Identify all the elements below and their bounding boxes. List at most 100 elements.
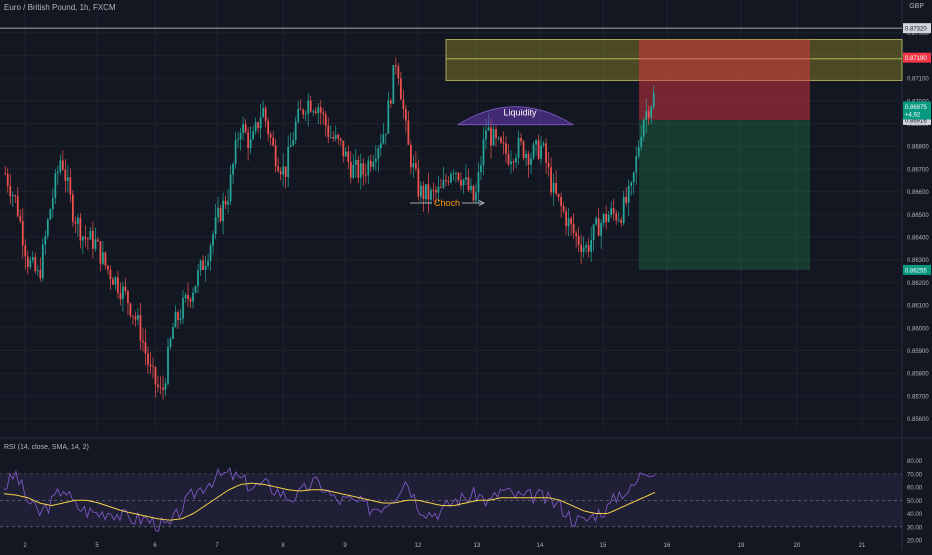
candle-body	[334, 134, 337, 139]
candle-body	[217, 207, 219, 217]
candle-body	[384, 133, 387, 135]
candle-body	[475, 192, 477, 201]
candle-body	[31, 257, 34, 261]
candle-body	[560, 196, 562, 207]
candle-body	[329, 137, 332, 138]
candle-body	[577, 236, 580, 245]
x-tick-label: 7	[215, 543, 219, 549]
candle-body	[164, 383, 167, 390]
candle-body	[555, 182, 557, 194]
candle-body	[612, 208, 615, 214]
candle-body	[520, 137, 522, 142]
candle-body	[630, 182, 633, 186]
candle-body	[207, 260, 209, 266]
candle-body	[169, 338, 172, 347]
candle-body	[89, 230, 92, 240]
candle-body	[404, 109, 407, 121]
candle-body	[157, 384, 159, 387]
candle-body	[337, 134, 340, 139]
candle-body	[402, 99, 405, 110]
candle-body	[372, 161, 375, 167]
candle-body	[607, 214, 610, 222]
x-tick-label: 15	[600, 543, 607, 549]
stop-price-tag: 0.87190	[905, 56, 927, 62]
candle-body	[122, 286, 124, 300]
candle-body	[447, 181, 450, 183]
candle-body	[197, 270, 199, 286]
rsi-sma-line	[3, 482, 656, 521]
candle-body	[540, 145, 542, 159]
candle-body	[29, 260, 32, 268]
candle-body	[545, 143, 547, 163]
candle-body	[600, 222, 603, 236]
candle-body	[167, 346, 169, 384]
current-change-tag: +4.92	[905, 112, 921, 118]
x-tick-label: 21	[859, 543, 866, 549]
candle-body	[132, 315, 134, 317]
candle-body	[552, 182, 555, 193]
candle-body	[362, 163, 365, 175]
candle-body	[409, 144, 412, 168]
candle-body	[542, 143, 545, 146]
candle-body	[247, 132, 250, 149]
candle-body	[585, 245, 588, 248]
candle-body	[482, 139, 485, 166]
entry-price-tag: 0.86916	[905, 118, 927, 124]
candle-body	[562, 206, 565, 212]
candle-body	[532, 144, 535, 159]
candle-body	[505, 143, 507, 155]
candle-body	[420, 185, 422, 197]
candle-body	[159, 386, 162, 388]
candle-body	[500, 137, 502, 143]
candle-body	[550, 167, 552, 193]
candle-body	[440, 187, 442, 188]
candle-body	[620, 219, 623, 224]
candle-body	[39, 270, 42, 279]
candle-body	[177, 312, 179, 321]
candle-body	[307, 100, 310, 114]
candle-body	[387, 100, 390, 134]
candle-body	[274, 145, 277, 167]
candle-body	[41, 244, 44, 279]
candle-body	[279, 171, 282, 175]
candle-body	[455, 172, 457, 174]
candle-body	[69, 177, 72, 195]
candle-body	[319, 107, 322, 113]
candle-body	[575, 233, 578, 237]
candle-body	[537, 140, 540, 159]
target-zone	[639, 119, 810, 270]
candle-body	[502, 142, 505, 144]
candle-body	[472, 185, 475, 201]
y-tick-label: 0.87300	[907, 31, 929, 37]
candle-body	[257, 122, 260, 129]
candle-body	[259, 117, 262, 129]
y-tick-label: 0.86700	[907, 167, 929, 173]
candle-body	[437, 187, 440, 193]
candle-body	[289, 145, 292, 147]
candle-body	[397, 66, 400, 79]
candle-body	[9, 185, 12, 197]
candle-body	[322, 112, 325, 115]
candle-body	[189, 299, 192, 302]
candle-body	[640, 136, 643, 148]
candle-body	[232, 163, 234, 175]
candle-body	[525, 153, 527, 158]
candle-body	[314, 111, 317, 114]
candle-body	[34, 257, 37, 272]
rsi-y-tick-label: 30.00	[907, 525, 923, 531]
candle-body	[490, 127, 492, 146]
candle-body	[412, 163, 415, 168]
candle-body	[102, 252, 104, 264]
candle-body	[342, 140, 345, 157]
x-tick-label: 2	[23, 543, 27, 549]
candle-body	[344, 151, 347, 157]
candle-body	[182, 298, 184, 319]
y-tick-label: 0.85800	[907, 372, 929, 378]
candle-body	[287, 146, 290, 177]
candle-body	[144, 342, 147, 354]
candle-body	[324, 114, 327, 126]
candle-body	[399, 78, 402, 100]
candle-body	[51, 197, 54, 210]
chart-title: Euro / British Pound, 1h, FXCM	[4, 3, 116, 12]
